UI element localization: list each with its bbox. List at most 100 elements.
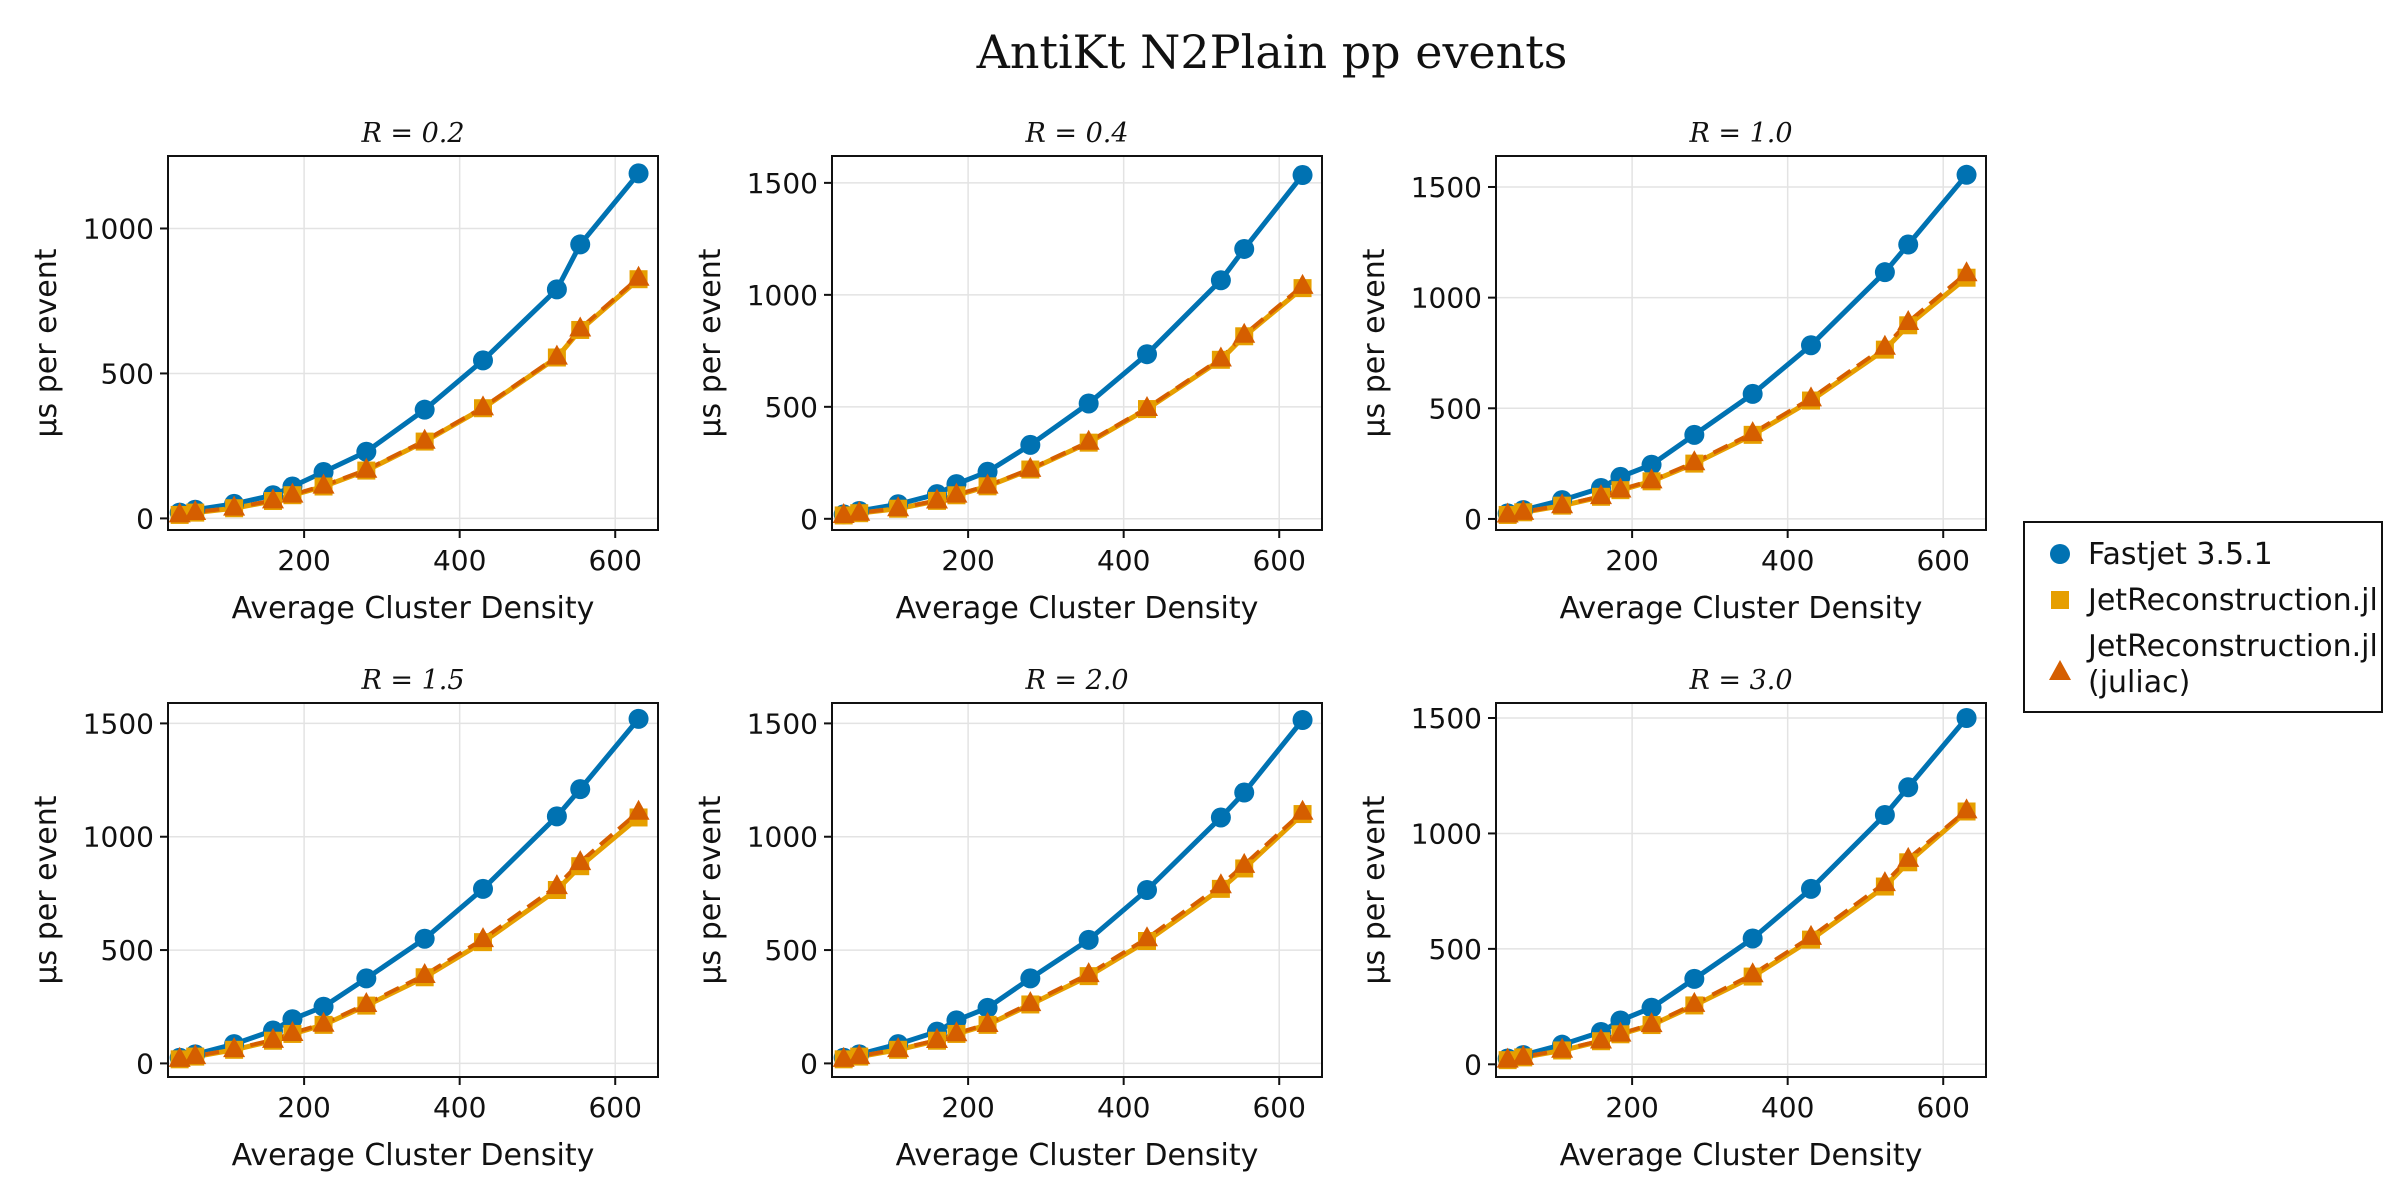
data-point-jetreconstruction-jl-juliac (413, 963, 436, 983)
panel-title: R = 0.2 (360, 118, 464, 149)
data-point-fastjet-3-5-1 (977, 461, 998, 482)
data-point-fastjet-3-5-1 (1020, 434, 1041, 455)
data-point-jetreconstruction-jl-juliac (976, 473, 999, 494)
y-tick-label: 1000 (83, 821, 154, 854)
plot-frame (167, 702, 659, 1078)
legend-label: (juliac) (2088, 665, 2190, 700)
x-tick-label: 600 (1916, 544, 1969, 577)
data-point-jetreconstruction-jl-juliac (1512, 499, 1535, 520)
data-point-fastjet-3-5-1 (1020, 968, 1041, 989)
data-point-jetreconstruction-jl-juliac (848, 500, 871, 521)
series-line-jetreconstruction-jl (179, 815, 641, 1062)
series-line-fastjet-3-5-1 (1507, 173, 1969, 516)
y-tick-label: 0 (800, 1047, 818, 1080)
series-line-jetreconstruction-jl (1507, 275, 1969, 518)
data-point-jetreconstruction-jl-juliac (545, 344, 568, 365)
legend: Fastjet 3.5.1JetReconstruction.jlJetReco… (2023, 521, 2383, 713)
data-point-jetreconstruction-jl-juliac (262, 1027, 284, 1048)
data-point-fastjet-3-5-1 (570, 779, 591, 800)
x-tick-label: 400 (1761, 544, 1814, 577)
legend-label: JetReconstruction.jl (2086, 583, 2378, 618)
data-point-jetreconstruction-jl-juliac (832, 502, 855, 523)
panel-title: R = 2.0 (1024, 665, 1128, 696)
x-tick-label: 600 (588, 544, 641, 577)
legend-entry-fastjet-3-5-1: Fastjet 3.5.1 (2050, 537, 2273, 572)
data-point-jetreconstruction-jl-juliac (1077, 429, 1100, 450)
y-tick-label: 500 (101, 357, 154, 390)
series-line-jetreconstruction-jl-juliac (843, 284, 1304, 517)
x-tick-label: 200 (277, 544, 330, 577)
x-tick-label: 600 (1252, 544, 1305, 577)
data-point-jetreconstruction-jl-juliac (627, 265, 650, 286)
y-axis-label: μs per event (693, 795, 728, 984)
data-point-fastjet-3-5-1 (313, 996, 334, 1017)
data-point-jetreconstruction-jl-juliac (1683, 450, 1706, 471)
x-tick-label: 400 (1097, 544, 1150, 577)
x-tick-label: 200 (1605, 544, 1658, 577)
data-point-jetreconstruction-jl-juliac (312, 1011, 335, 1032)
x-tick-label: 200 (941, 544, 994, 577)
y-tick-label: 1500 (747, 707, 818, 740)
data-point-jetreconstruction-jl-juliac (1019, 991, 1042, 1012)
y-tick-label: 1000 (1411, 817, 1482, 850)
data-point-fastjet-3-5-1 (1641, 454, 1662, 475)
data-point-fastjet-3-5-1 (473, 350, 493, 371)
data-point-jetreconstruction-jl-juliac (926, 1028, 948, 1049)
data-point-jetreconstruction-jl-juliac (627, 799, 650, 820)
y-tick-label: 1500 (1411, 171, 1482, 204)
data-point-jetreconstruction-jl-juliac (184, 1044, 207, 1065)
data-point-fastjet-3-5-1 (1078, 929, 1099, 950)
data-point-fastjet-3-5-1 (546, 279, 567, 300)
panel-1: 200 400 600 0 500 1000 R = 0.2 Average Cluster … (29, 118, 659, 626)
data-point-jetreconstruction-jl-juliac (168, 502, 191, 523)
data-point-jetreconstruction-jl-juliac (1512, 1044, 1535, 1065)
data-point-jetreconstruction-jl-juliac (413, 428, 436, 449)
series-line-fastjet-3-5-1 (843, 718, 1305, 1061)
data-point-jetreconstruction-jl-juliac (1209, 346, 1232, 367)
x-tick-label: 400 (433, 1091, 486, 1124)
data-point-jetreconstruction-jl-juliac (569, 850, 592, 871)
y-tick-label: 1500 (747, 167, 818, 200)
series-line-fastjet-3-5-1 (1507, 716, 1969, 1061)
y-axis-label: μs per event (29, 795, 64, 984)
data-point-jetreconstruction-jl-juliac (223, 1037, 246, 1058)
data-point-fastjet-3-5-1 (414, 399, 435, 420)
data-point-fastjet-3-5-1 (473, 878, 493, 899)
data-point-jetreconstruction-jl-juliac (281, 1021, 304, 1042)
y-tick-label: 500 (1429, 392, 1482, 425)
series-line-jetreconstruction-jl (1507, 809, 1969, 1063)
data-point-jetreconstruction-jl-juliac (1496, 502, 1519, 523)
data-point-jetreconstruction-jl-juliac (1609, 1021, 1632, 1042)
y-axis-label: μs per event (1357, 248, 1392, 437)
legend-box (2023, 521, 2383, 713)
data-point-jetreconstruction-jl-juliac (926, 488, 948, 509)
data-point-jetreconstruction-jl-juliac (1136, 395, 1158, 416)
data-point-jetreconstruction-jl-juliac (887, 496, 910, 517)
data-point-fastjet-3-5-1 (1874, 262, 1895, 283)
data-point-jetreconstruction-jl-juliac (1800, 386, 1822, 407)
data-point-jetreconstruction-jl-juliac (223, 495, 246, 516)
y-tick-label: 0 (136, 1047, 154, 1080)
data-point-fastjet-3-5-1 (977, 997, 998, 1018)
y-axis-label: μs per event (693, 248, 728, 437)
x-tick-label: 600 (1916, 1091, 1969, 1124)
legend-entry-jetreconstruction-jl: JetReconstruction.jl (2051, 583, 2378, 618)
data-point-jetreconstruction-jl-juliac (1077, 962, 1100, 983)
x-tick-label: 600 (1252, 1091, 1305, 1124)
data-point-jetreconstruction-jl-juliac (1019, 456, 1042, 477)
data-point-fastjet-3-5-1 (1234, 238, 1255, 259)
panel-3: 200 400 600 0 500 1000 1500 R = 1.0 Average Clus… (1357, 118, 1987, 626)
data-point-fastjet-3-5-1 (1956, 708, 1977, 729)
legend-marker (2049, 660, 2071, 680)
y-tick-label: 1000 (747, 821, 818, 854)
data-point-jetreconstruction-jl-juliac (545, 874, 568, 895)
data-point-jetreconstruction-jl-juliac (1640, 1012, 1663, 1033)
series-line-jetreconstruction-jl-juliac (843, 810, 1304, 1061)
data-point-fastjet-3-5-1 (1234, 782, 1255, 803)
data-point-jetreconstruction-jl-juliac (1233, 322, 1256, 343)
y-tick-label: 0 (800, 503, 818, 536)
data-point-fastjet-3-5-1 (1137, 344, 1157, 365)
panel-title: R = 1.0 (1688, 118, 1792, 149)
series-line-jetreconstruction-jl-juliac (1507, 808, 1968, 1062)
data-point-jetreconstruction-jl-juliac (887, 1037, 910, 1058)
